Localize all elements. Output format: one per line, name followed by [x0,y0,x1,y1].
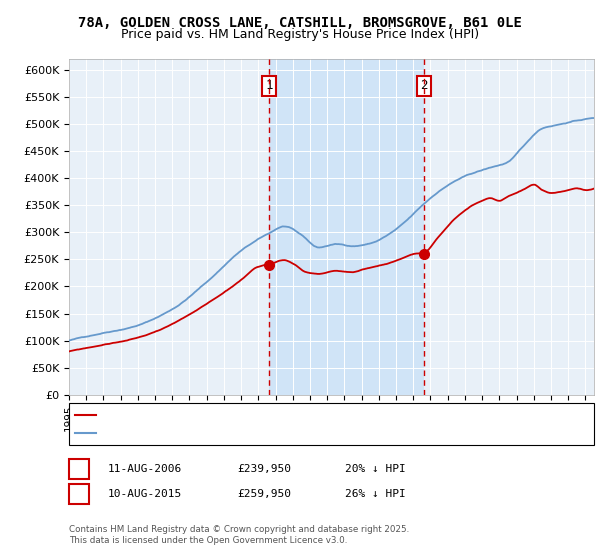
Text: £239,950: £239,950 [237,464,291,474]
Text: 2: 2 [420,80,428,92]
Text: £259,950: £259,950 [237,489,291,499]
Text: Price paid vs. HM Land Registry's House Price Index (HPI): Price paid vs. HM Land Registry's House … [121,28,479,41]
Text: 26% ↓ HPI: 26% ↓ HPI [345,489,406,499]
Text: 1: 1 [265,80,272,92]
Text: 20% ↓ HPI: 20% ↓ HPI [345,464,406,474]
Text: 10-AUG-2015: 10-AUG-2015 [108,489,182,499]
Text: 2: 2 [74,487,83,501]
Text: Contains HM Land Registry data © Crown copyright and database right 2025.
This d: Contains HM Land Registry data © Crown c… [69,525,409,545]
Text: 78A, GOLDEN CROSS LANE, CATSHILL, BROMSGROVE, B61 0LE (detached house): 78A, GOLDEN CROSS LANE, CATSHILL, BROMSG… [100,410,511,420]
Text: 1: 1 [74,462,83,475]
Bar [269,59,424,395]
Text: 11-AUG-2006: 11-AUG-2006 [108,464,182,474]
Text: 78A, GOLDEN CROSS LANE, CATSHILL, BROMSGROVE, B61 0LE: 78A, GOLDEN CROSS LANE, CATSHILL, BROMSG… [78,16,522,30]
Text: HPI: Average price, detached house, Bromsgrove: HPI: Average price, detached house, Brom… [100,428,347,438]
